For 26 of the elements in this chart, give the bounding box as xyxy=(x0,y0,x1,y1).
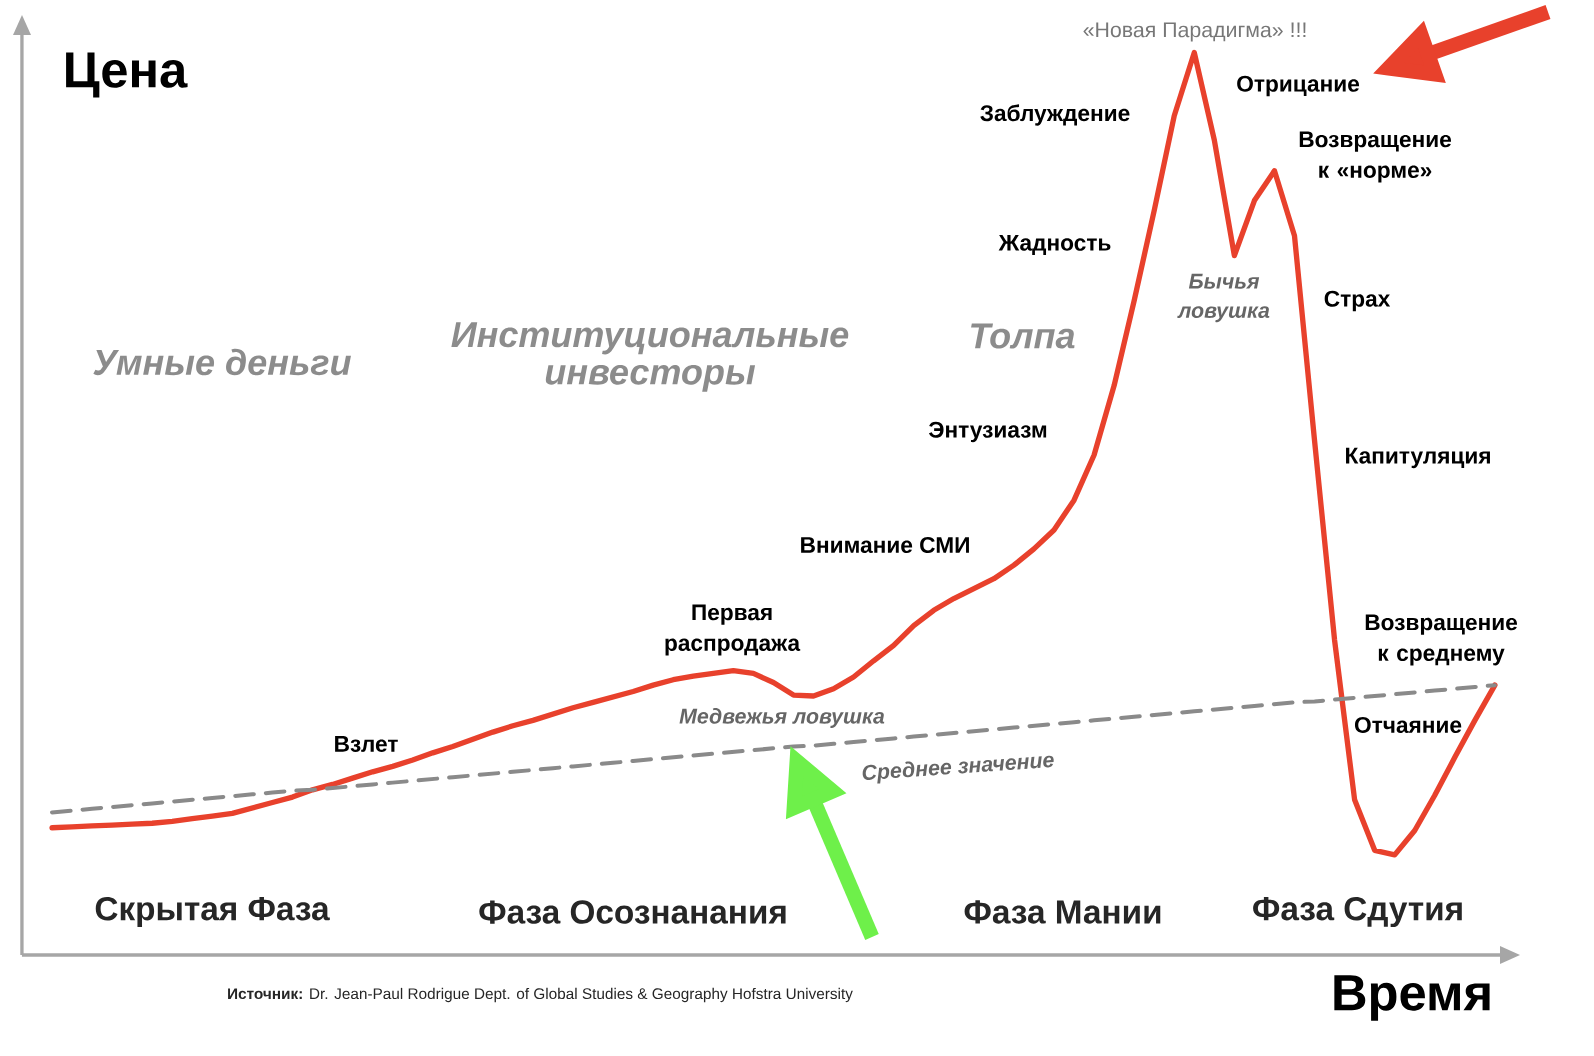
annotation: Бычья ловушка xyxy=(1177,273,1270,323)
annotation: Отрицание xyxy=(1237,75,1360,97)
annotation: Скрытая Фаза xyxy=(95,896,330,928)
annotation: Фаза Осознанания xyxy=(479,900,786,924)
annotation: Энтузиазм xyxy=(928,421,1047,443)
annotation: Капитуляция xyxy=(1346,447,1490,469)
annotation: Медвежья ловушка xyxy=(679,708,885,728)
annotation: Толпа xyxy=(971,323,1075,349)
annotation: Страх xyxy=(1324,290,1391,312)
y-axis-title: Цена xyxy=(66,52,188,98)
annotation: Умные деньги xyxy=(93,348,351,376)
annotation: Возвращение к среднему xyxy=(1365,614,1518,666)
annotation: Жадность xyxy=(998,234,1111,256)
annotation: Заблуждение xyxy=(980,104,1130,126)
text: «Новая Парадигма» !!! xyxy=(1083,22,1306,42)
annotation: Отчаяние xyxy=(1354,716,1462,734)
annotation: Среднее значение xyxy=(862,755,1054,784)
annotation: Фаза Сдутия xyxy=(1253,896,1462,928)
x-axis-title: Время xyxy=(1334,975,1490,1021)
annotation: Внимание СМИ xyxy=(801,536,969,554)
annotation: Первая распродажа xyxy=(665,604,801,656)
text: Источник: Dr. Jean-Paul Rodrigue Dept. of Global Studies & Geography Hofstra University xyxy=(228,987,853,1003)
annotation: Фаза Мании xyxy=(964,900,1161,924)
annotation: Возвращение к «норме» xyxy=(1299,131,1452,183)
annotation: Институциональные инвесторы xyxy=(451,322,849,392)
annotation: Взлет xyxy=(335,736,398,752)
